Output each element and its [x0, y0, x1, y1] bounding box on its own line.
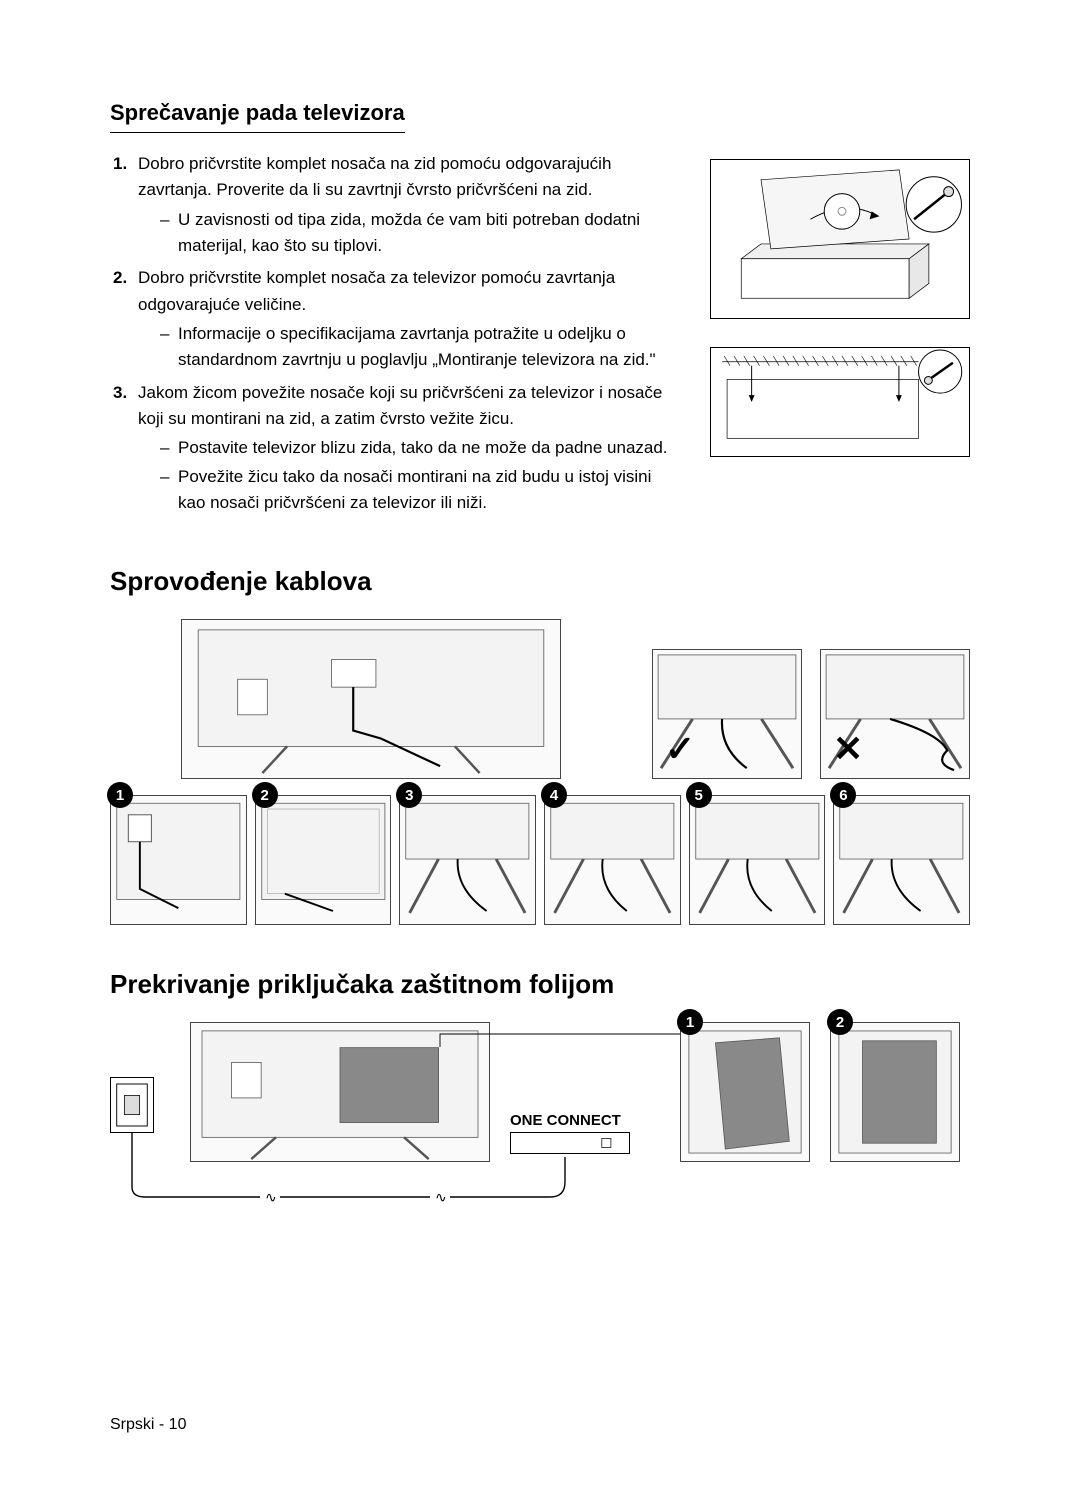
sub-item: Povežite žicu tako da nosači montirani n…	[160, 464, 682, 517]
foil-step-1: 1	[680, 1022, 810, 1162]
foil-figure-area: ∿ ∿ ONE CONNECT 1 2	[110, 1022, 970, 1222]
cross-icon: ✕	[833, 728, 863, 770]
instruction-list: 1. Dobro pričvrstite komplet nosača na z…	[110, 151, 682, 516]
heading-prevent-fall: Sprečavanje pada televizora	[110, 100, 405, 133]
page-footer: Srpski - 10	[110, 1416, 186, 1434]
list-item: 3. Jakom žicom povežite nosače koji su p…	[110, 380, 682, 517]
list-item: 2. Dobro pričvrstite komplet nosača za t…	[110, 265, 682, 373]
one-connect-box	[510, 1132, 630, 1154]
foil-step-2: 2	[830, 1022, 960, 1162]
svg-text:∿: ∿	[265, 1189, 277, 1205]
cable-step-3: 3	[399, 795, 536, 925]
figure-correct-incorrect: ✓ ✕	[652, 649, 970, 779]
cable-step-2: 2	[255, 795, 392, 925]
side-figures	[710, 151, 970, 522]
figure-correct: ✓	[652, 649, 802, 779]
sub-item: U zavisnosti od tipa zida, možda će vam …	[160, 207, 682, 260]
item-number: 2.	[113, 265, 127, 291]
one-connect-label: ONE CONNECT	[510, 1112, 621, 1129]
section-terminal-cover: Prekrivanje priključaka zaštitnom folijo…	[110, 969, 970, 1222]
figure-wall-anchor	[710, 347, 970, 457]
section-cable-routing: Sprovođenje kablova	[110, 566, 970, 925]
cable-steps-row: 1 2 3 4	[110, 795, 970, 925]
cable-step-1: 1	[110, 795, 247, 925]
sub-list: Informacije o specifikacijama zavrtanja …	[138, 321, 682, 374]
figure-tv-back-large	[181, 619, 561, 779]
item-text: Dobro pričvrstite komplet nosača za tele…	[138, 268, 615, 313]
item-text: Dobro pričvrstite komplet nosača na zid …	[138, 154, 611, 199]
sub-item: Informacije o specifikacijama zavrtanja …	[160, 321, 682, 374]
item-number: 1.	[113, 151, 127, 177]
step-badge: 2	[252, 782, 278, 808]
section-prevent-fall: Sprečavanje pada televizora 1. Dobro pri…	[110, 100, 970, 522]
cable-row-top: ✓ ✕	[110, 619, 970, 779]
sub-list: Postavite televizor blizu zida, tako da …	[138, 435, 682, 516]
sub-list: U zavisnosti od tipa zida, možda će vam …	[138, 207, 682, 260]
svg-text:∿: ∿	[435, 1189, 447, 1205]
item-number: 3.	[113, 380, 127, 406]
list-item: 1. Dobro pričvrstite komplet nosača na z…	[110, 151, 682, 259]
item-text: Jakom žicom povežite nosače koji su prič…	[138, 383, 662, 428]
instruction-list-col: 1. Dobro pričvrstite komplet nosača na z…	[110, 151, 682, 522]
cable-step-5: 5	[689, 795, 826, 925]
sub-item: Postavite televizor blizu zida, tako da …	[160, 435, 682, 461]
check-icon: ✓	[665, 728, 695, 770]
content-block-1: 1. Dobro pričvrstite komplet nosača na z…	[110, 151, 970, 522]
figure-tv-cabinet	[710, 159, 970, 319]
cable-step-6: 6	[833, 795, 970, 925]
cable-step-4: 4	[544, 795, 681, 925]
step-badge: 5	[686, 782, 712, 808]
figure-incorrect: ✕	[820, 649, 970, 779]
heading-cable-routing: Sprovođenje kablova	[110, 566, 970, 597]
heading-terminal-cover: Prekrivanje priključaka zaštitnom folijo…	[110, 969, 970, 1000]
